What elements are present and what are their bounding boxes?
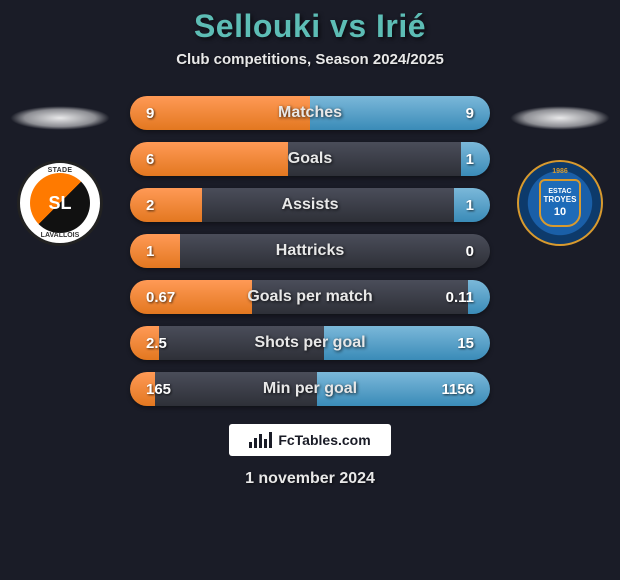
bar-label: Assists xyxy=(282,196,339,214)
bar-left-value: 0.67 xyxy=(146,289,175,306)
left-shadow-ellipse xyxy=(10,106,110,130)
bar-left-value: 9 xyxy=(146,105,154,122)
bar-label: Goals xyxy=(288,150,332,168)
stat-bar-row: 165 Min per goal 1156 xyxy=(130,372,490,406)
badge-right-troyes: TROYES xyxy=(544,195,577,204)
badge-left-inner: SL xyxy=(30,173,90,233)
stat-bar-row: 6 Goals 1 xyxy=(130,142,490,176)
right-shadow-ellipse xyxy=(510,106,610,130)
stat-bar-row: 2 Assists 1 xyxy=(130,188,490,222)
badge-right-shield: ESTAC TROYES 10 xyxy=(539,179,581,227)
bar-right-value: 1 xyxy=(466,197,474,214)
bar-right-value: 1 xyxy=(466,151,474,168)
bar-content: 9 Matches 9 xyxy=(130,105,490,122)
stat-bar-row: 1 Hattricks 0 xyxy=(130,234,490,268)
subtitle: Club competitions, Season 2024/2025 xyxy=(176,51,444,68)
footer: FcTables.com 1 november 2024 xyxy=(229,424,391,488)
badge-left-bottom-text: LAVALLOIS xyxy=(41,232,80,239)
fctables-text: FcTables.com xyxy=(278,432,370,448)
bar-left-value: 6 xyxy=(146,151,154,168)
bar-right-value: 0 xyxy=(466,243,474,260)
right-side: 1986 ESTAC TROYES 10 xyxy=(510,96,610,246)
bar-right-value: 0.11 xyxy=(446,289,474,306)
bar-left-value: 1 xyxy=(146,243,154,260)
bar-right-value: 9 xyxy=(466,105,474,122)
stat-bar-row: 0.67 Goals per match 0.11 xyxy=(130,280,490,314)
bar-content: 2.5 Shots per goal 15 xyxy=(130,335,490,352)
fctables-badge: FcTables.com xyxy=(229,424,391,456)
bar-content: 165 Min per goal 1156 xyxy=(130,381,490,398)
bar-left-value: 2 xyxy=(146,197,154,214)
bar-label: Shots per goal xyxy=(254,334,365,352)
bar-label: Goals per match xyxy=(247,288,372,306)
bar-right-value: 1156 xyxy=(441,381,474,398)
badge-left-logo-text: SL xyxy=(48,193,71,214)
stat-bar-row: 2.5 Shots per goal 15 xyxy=(130,326,490,360)
page-title: Sellouki vs Irié xyxy=(194,8,426,45)
bar-content: 1 Hattricks 0 xyxy=(130,243,490,260)
bar-content: 6 Goals 1 xyxy=(130,151,490,168)
player1-name: Sellouki xyxy=(194,8,321,44)
bar-label: Hattricks xyxy=(276,242,344,260)
stat-bar-row: 9 Matches 9 xyxy=(130,96,490,130)
content-row: STADE SL LAVALLOIS 9 Matches 9 6 Goals 1 2 Assi… xyxy=(0,96,620,406)
bar-chart-icon xyxy=(249,432,272,448)
badge-right-year: 1986 xyxy=(552,168,568,175)
bar-content: 0.67 Goals per match 0.11 xyxy=(130,289,490,306)
footer-date: 1 november 2024 xyxy=(245,470,375,488)
stat-bars: 9 Matches 9 6 Goals 1 2 Assists 1 1 Hattricks 0 0.67… xyxy=(130,96,490,406)
badge-left-top-text: STADE xyxy=(48,167,73,174)
bar-left-value: 165 xyxy=(146,381,171,398)
badge-right-number: 10 xyxy=(554,206,566,218)
badge-right-estac: ESTAC xyxy=(548,188,571,195)
left-side: STADE SL LAVALLOIS xyxy=(10,96,110,246)
bar-content: 2 Assists 1 xyxy=(130,197,490,214)
bar-label: Min per goal xyxy=(263,380,357,398)
vs-text: vs xyxy=(330,8,367,44)
bar-label: Matches xyxy=(278,104,342,122)
bar-right-value: 15 xyxy=(457,335,474,352)
team-badge-right: 1986 ESTAC TROYES 10 xyxy=(517,160,603,246)
team-badge-left: STADE SL LAVALLOIS xyxy=(17,160,103,246)
player2-name: Irié xyxy=(376,8,426,44)
infographic-container: Sellouki vs Irié Club competitions, Seas… xyxy=(0,0,620,580)
bar-left-value: 2.5 xyxy=(146,335,167,352)
